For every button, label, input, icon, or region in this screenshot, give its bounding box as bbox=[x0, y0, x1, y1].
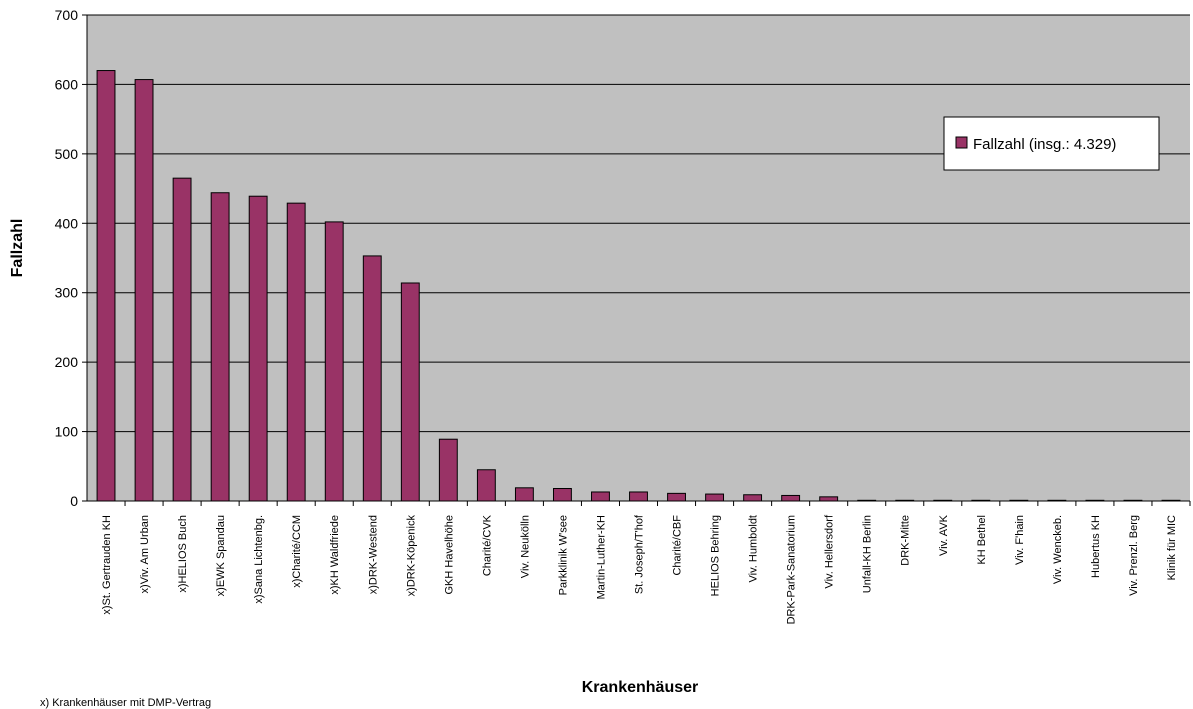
bar bbox=[819, 496, 839, 502]
x-tick-label: DRK-Mitte bbox=[900, 515, 912, 566]
x-tick-label: x)Viv. Am Urban bbox=[139, 515, 151, 593]
x-tick-label: Hubertus KH bbox=[1090, 515, 1102, 578]
y-tick-label: 300 bbox=[55, 285, 79, 301]
x-tick-label: Charité/CVK bbox=[481, 514, 493, 576]
legend-label: Fallzahl (insg.: 4.329) bbox=[973, 136, 1116, 153]
y-tick-label: 200 bbox=[55, 354, 79, 370]
x-tick-label: KH Bethel bbox=[976, 515, 988, 565]
bar bbox=[172, 177, 192, 502]
x-tick-label: Charité/CBF bbox=[672, 515, 684, 576]
x-tick-label: Klinik für MIC bbox=[1166, 515, 1178, 580]
legend: Fallzahl (insg.: 4.329) bbox=[943, 116, 1160, 171]
x-tick-label: x)St. Gertrauden KH bbox=[101, 515, 113, 615]
bar bbox=[514, 487, 534, 502]
bar bbox=[324, 221, 344, 502]
footnote: x) Krankenhäuser mit DMP-Vertrag bbox=[40, 697, 211, 709]
bar bbox=[629, 491, 648, 502]
bar bbox=[705, 493, 725, 502]
x-tick-label: Parkklinik W'see bbox=[557, 515, 569, 595]
x-tick-label: x)Sana Lichtenbg. bbox=[253, 515, 265, 604]
x-tick-label: Viv. F'hain bbox=[1014, 515, 1026, 565]
x-tick-label: x)Charité/CCM bbox=[291, 515, 303, 588]
x-tick-label: Viv. Prenzl. Berg bbox=[1128, 515, 1140, 596]
y-axis-title: Fallzahl bbox=[9, 219, 26, 278]
bar bbox=[134, 79, 154, 502]
bar bbox=[438, 438, 458, 502]
legend-swatch bbox=[955, 136, 968, 149]
bar bbox=[248, 195, 268, 502]
plot-area bbox=[87, 15, 1190, 501]
bar bbox=[96, 70, 116, 502]
x-tick-label: Viv. Humboldt bbox=[748, 515, 760, 582]
legend-box bbox=[943, 116, 1160, 171]
y-tick-label: 600 bbox=[55, 76, 79, 92]
y-tick-label: 500 bbox=[55, 146, 79, 162]
x-tick-label: x)DRK-Köpenick bbox=[405, 515, 417, 597]
bar bbox=[400, 282, 420, 502]
bar bbox=[286, 202, 306, 502]
bar bbox=[743, 494, 763, 502]
bar bbox=[210, 192, 230, 502]
x-tick-label: Viv. Neukölln bbox=[519, 515, 531, 578]
x-tick-label: Martin-Luther-KH bbox=[595, 515, 607, 599]
bar bbox=[667, 492, 686, 502]
x-axis-title: Krankenhäuser bbox=[582, 679, 699, 696]
x-tick-label: GKH Havelhöhe bbox=[443, 515, 455, 595]
x-tick-label: DRK-Park-Sanatorium bbox=[786, 515, 798, 624]
x-tick-label: HELIOS Behring bbox=[710, 515, 722, 596]
x-tick-label: x)HELIOS Buch bbox=[177, 515, 189, 593]
bar bbox=[552, 488, 572, 502]
y-tick-label: 100 bbox=[55, 424, 79, 440]
x-tick-label: Viv. Hellersdorf bbox=[824, 514, 836, 589]
x-tick-label: x)KH Waldfriede bbox=[329, 515, 341, 595]
x-tick-label: x)DRK-Westend bbox=[367, 515, 379, 594]
x-tick-label: St. Joseph/T'hof bbox=[634, 514, 646, 594]
y-tick-label: 700 bbox=[55, 7, 79, 23]
bar bbox=[591, 491, 610, 502]
y-tick-label: 400 bbox=[55, 215, 79, 231]
y-tick-label: 0 bbox=[70, 493, 78, 509]
bar bbox=[781, 494, 801, 502]
x-tick-label: x)EWK Spandau bbox=[215, 515, 227, 596]
x-tick-label: Unfall-KH Berlin bbox=[862, 515, 874, 593]
bar bbox=[476, 469, 496, 502]
bar bbox=[362, 255, 382, 502]
x-tick-label: Viv. Wenckeb. bbox=[1052, 515, 1064, 584]
x-tick-label: Viv. AVK bbox=[938, 514, 950, 556]
